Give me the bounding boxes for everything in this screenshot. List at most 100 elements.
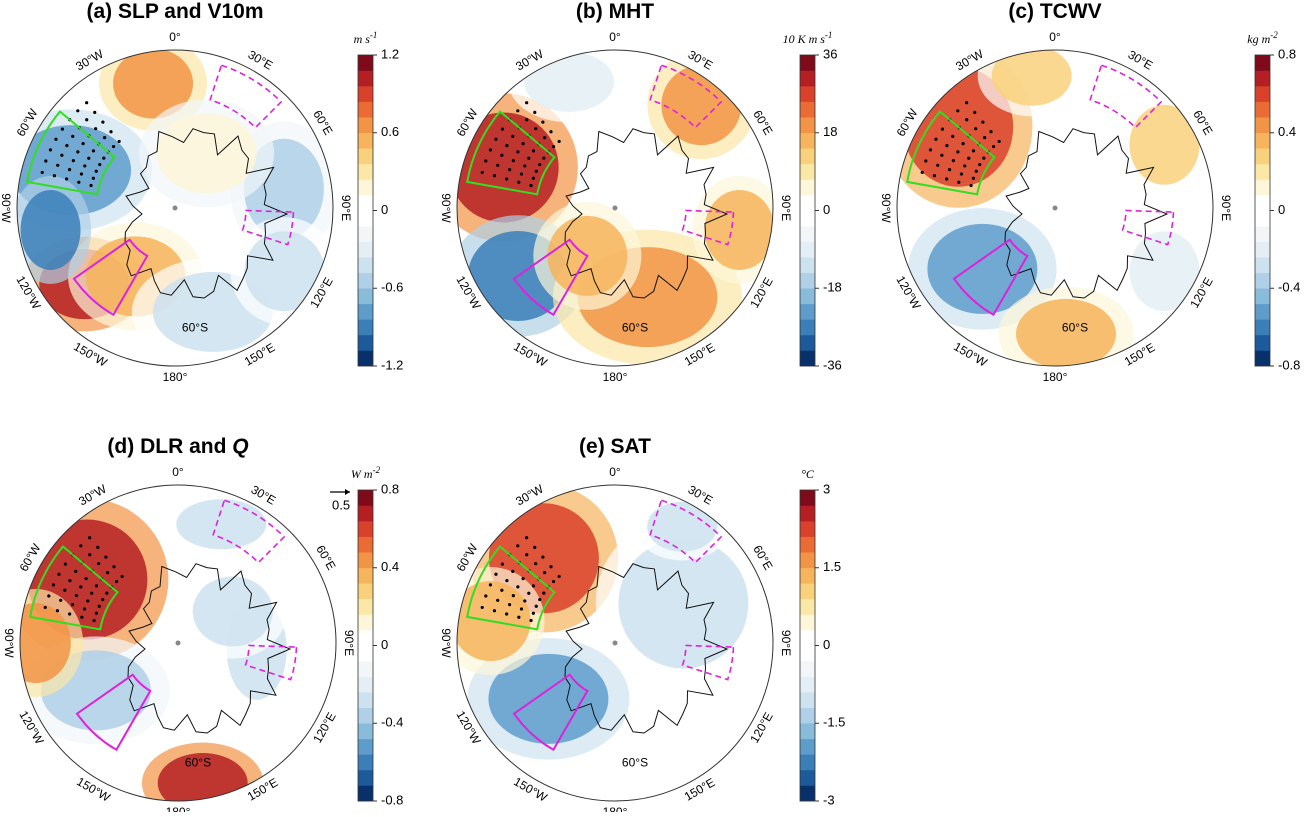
unit-base: W m — [351, 467, 373, 481]
magenta-dashed-box — [1089, 64, 1163, 129]
stipple — [519, 172, 524, 176]
stipple — [940, 153, 944, 157]
stipple — [98, 162, 102, 167]
colorbar-step — [358, 132, 373, 149]
stipple — [114, 579, 119, 584]
stipple — [956, 150, 960, 154]
stipple — [956, 109, 960, 113]
anomaly — [457, 112, 559, 223]
colorbar-step — [800, 226, 815, 242]
colorbar-step — [800, 723, 815, 740]
stipple — [534, 169, 538, 173]
magenta-dashed-box — [244, 644, 298, 681]
stipple — [516, 585, 520, 589]
colorbar-tick-label: 18 — [823, 124, 837, 139]
stipple — [947, 168, 952, 172]
stipple — [936, 163, 940, 167]
stipple — [521, 142, 525, 146]
colorbar-step — [358, 645, 373, 662]
stipple — [82, 607, 87, 611]
colorbar-step — [1255, 319, 1270, 336]
stipple — [86, 599, 90, 603]
anomaly — [192, 576, 273, 647]
lon-label: 90°E — [779, 195, 793, 221]
colorbar-step — [1255, 55, 1270, 71]
colorbar-tick-label: -0.4 — [381, 715, 403, 730]
stipple — [533, 545, 537, 549]
colorbar-step — [1255, 101, 1270, 118]
colorbar-step — [358, 707, 373, 724]
stipple — [557, 574, 561, 579]
colorbar-tick-label: -36 — [823, 357, 842, 372]
colorbar-tick-label: -1.2 — [381, 357, 403, 372]
stipple — [957, 180, 961, 184]
stipple — [492, 174, 497, 178]
colorbar-step — [358, 257, 373, 273]
stipple — [43, 605, 47, 610]
colorbar-unit: °C — [801, 467, 815, 481]
stipple — [488, 148, 493, 152]
stipple — [529, 183, 533, 188]
stipple — [76, 150, 80, 154]
lon-label: 90°W — [2, 628, 16, 658]
anomaly — [524, 51, 615, 112]
stipple — [79, 585, 83, 589]
stipple — [538, 597, 542, 602]
title-text: (b) MHT — [576, 0, 654, 23]
stipple — [516, 150, 520, 154]
unit-sup: -2 — [373, 465, 381, 475]
lon-label: 0° — [169, 30, 181, 44]
colorbar-step — [358, 583, 373, 600]
stipple — [991, 144, 996, 149]
pole — [612, 640, 618, 646]
stipple — [519, 607, 524, 611]
coastline — [124, 128, 289, 299]
unit-sup: -1 — [825, 30, 833, 40]
colorbar-tick-label: 0 — [823, 637, 830, 652]
colorbar-step — [1255, 210, 1270, 227]
anomaly — [1129, 231, 1200, 312]
colorbar-step — [358, 303, 373, 320]
stipple — [76, 109, 80, 113]
stipple — [981, 120, 985, 124]
stipple — [63, 562, 67, 566]
colorbar-step — [358, 148, 373, 165]
colorbar-tick-label: 0.6 — [381, 124, 399, 139]
title-italic: Q — [232, 435, 248, 458]
title-text: (c) TCWV — [1008, 0, 1101, 23]
stipple — [971, 149, 976, 153]
stipple — [551, 579, 556, 584]
stipple — [83, 164, 87, 168]
anomaly — [176, 499, 267, 550]
stipple — [531, 176, 535, 180]
lon-label: 180° — [603, 805, 628, 812]
stipple — [77, 180, 81, 184]
lon-label: 0° — [609, 30, 621, 44]
magenta-dashed-box — [649, 499, 723, 564]
stipple — [517, 615, 521, 619]
stipple — [109, 130, 113, 134]
colorbar-step — [358, 117, 373, 134]
colorbar-step — [800, 707, 815, 724]
lon-label: 90°E — [342, 630, 356, 656]
colorbar-step — [1255, 132, 1270, 149]
magenta-dashed-box — [649, 64, 723, 129]
colorbar-tick-label: 36 — [823, 46, 837, 61]
colorbar-step — [800, 132, 815, 149]
unit-base: kg m — [1247, 32, 1270, 46]
stipple — [89, 183, 93, 188]
stipple — [551, 144, 556, 149]
stipple — [965, 118, 969, 122]
stipple — [549, 565, 553, 569]
colorbar-step — [800, 567, 815, 584]
title-text: (e) SAT — [579, 435, 651, 458]
unit-sup: -2 — [1270, 30, 1278, 40]
stipple — [529, 618, 533, 623]
colorbar-step — [1255, 288, 1270, 305]
quiver-key-label: 0.5 — [332, 497, 350, 512]
coastline — [564, 563, 729, 734]
stipple — [57, 572, 61, 576]
stipple — [951, 134, 955, 139]
stipple — [543, 571, 547, 575]
stipple — [951, 158, 955, 163]
